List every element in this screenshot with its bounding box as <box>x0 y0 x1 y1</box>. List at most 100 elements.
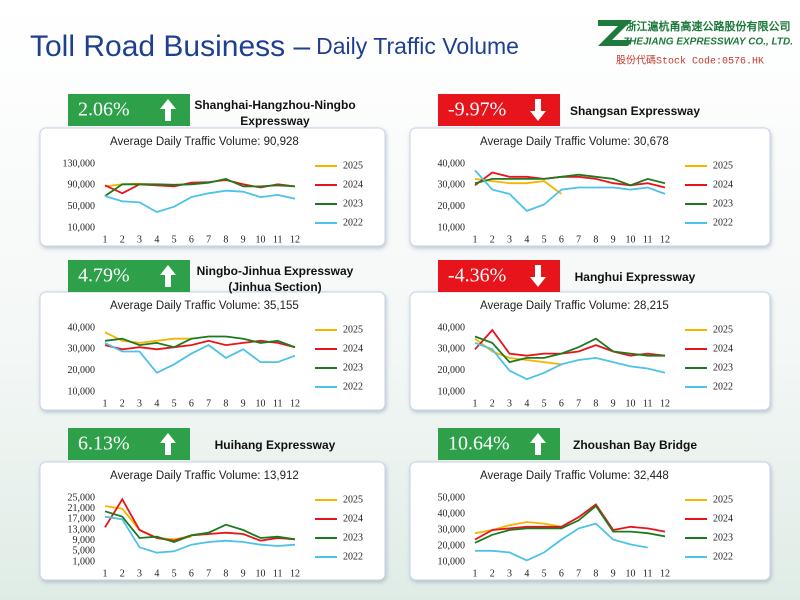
y-tick-label: 10,000 <box>438 386 466 397</box>
x-tick-label: 2 <box>490 234 495 245</box>
y-tick-label: 30,000 <box>438 180 466 191</box>
legend-label: 2024 <box>713 513 733 524</box>
x-tick-label: 9 <box>241 234 246 245</box>
legend-label: 2023 <box>713 532 733 543</box>
legend-label: 2023 <box>343 532 363 543</box>
x-tick-label: 11 <box>273 398 283 409</box>
x-tick-label: 10 <box>255 234 265 245</box>
x-tick-label: 6 <box>559 234 564 245</box>
x-tick-label: 1 <box>103 234 108 245</box>
y-tick-label: 9,000 <box>73 535 96 546</box>
road-name: Shanghai-Hangzhou-Ningbo <box>194 98 355 112</box>
road-name: Zhoushan Bay Bridge <box>573 438 697 452</box>
legend-label: 2024 <box>343 513 363 524</box>
legend-label: 2022 <box>343 217 363 228</box>
panel-box <box>39 461 386 581</box>
chart-subtitle: Average Daily Traffic Volume: 30,678 <box>480 136 669 148</box>
x-tick-label: 7 <box>206 568 211 579</box>
legend-label: 2023 <box>713 362 733 373</box>
x-tick-label: 9 <box>241 568 246 579</box>
y-tick-label: 10,000 <box>438 222 466 233</box>
y-tick-label: 20,000 <box>68 365 96 376</box>
x-tick-label: 12 <box>290 234 300 245</box>
y-tick-label: 50,000 <box>438 492 466 503</box>
x-tick-label: 12 <box>660 234 670 245</box>
change-label: 2.06% <box>78 99 130 121</box>
chart-panel: 2.06% Shanghai-Hangzhou-Ningbo Expressway A… <box>39 94 386 247</box>
legend-label: 2024 <box>713 179 733 190</box>
chart-panel: 6.13% Huihang Expressway Average Daily Tra… <box>39 428 386 581</box>
x-tick-label: 5 <box>542 398 547 409</box>
x-tick-label: 1 <box>103 568 108 579</box>
x-tick-label: 5 <box>542 234 547 245</box>
x-tick-label: 8 <box>593 398 598 409</box>
stock-code: 股份代碼Stock Code:0576.HK <box>616 55 764 68</box>
series-line <box>474 342 666 381</box>
trend-arrow <box>160 99 176 121</box>
x-tick-label: 4 <box>524 568 529 579</box>
x-tick-label: 9 <box>611 234 616 245</box>
chart-subtitle: Average Daily Traffic Volume: 90,928 <box>110 136 299 148</box>
x-tick-label: 1 <box>473 234 478 245</box>
x-tick-label: 5 <box>542 568 547 579</box>
road-name: Hanghui Expressway <box>575 270 696 284</box>
legend-label: 2025 <box>343 324 363 335</box>
y-tick-label: 10,000 <box>68 386 96 397</box>
x-tick-label: 3 <box>137 234 142 245</box>
x-tick-label: 4 <box>524 234 529 245</box>
x-tick-label: 11 <box>643 234 653 245</box>
x-tick-label: 11 <box>643 398 653 409</box>
x-tick-label: 5 <box>172 234 177 245</box>
title-sub: Daily Traffic Volume <box>316 33 519 59</box>
x-tick-label: 2 <box>120 398 125 409</box>
x-tick-label: 10 <box>255 568 265 579</box>
x-tick-label: 2 <box>120 234 125 245</box>
x-tick-label: 6 <box>559 398 564 409</box>
x-tick-label: 7 <box>576 234 581 245</box>
x-tick-label: 2 <box>120 568 125 579</box>
series-line <box>104 342 296 374</box>
x-tick-label: 5 <box>172 398 177 409</box>
legend-label: 2025 <box>343 160 363 171</box>
y-tick-label: 20,000 <box>438 540 466 551</box>
legend-label: 2022 <box>343 551 363 562</box>
series-line <box>104 510 296 543</box>
company-cn: 浙江滬杭甬高速公路股份有限公司 <box>626 19 791 33</box>
x-tick-label: 4 <box>524 398 529 409</box>
x-tick-label: 10 <box>255 398 265 409</box>
x-tick-label: 6 <box>189 568 194 579</box>
change-label: -4.36% <box>448 265 506 287</box>
x-tick-label: 5 <box>172 568 177 579</box>
y-tick-label: 40,000 <box>438 158 466 169</box>
trend-arrow <box>530 99 546 121</box>
x-tick-label: 6 <box>189 234 194 245</box>
y-tick-label: 30,000 <box>438 344 466 355</box>
y-tick-label: 25,000 <box>68 492 96 503</box>
x-tick-label: 6 <box>559 568 564 579</box>
legend-label: 2022 <box>713 381 733 392</box>
x-tick-label: 2 <box>490 398 495 409</box>
y-tick-label: 13,000 <box>68 524 96 535</box>
trend-arrow <box>160 433 176 455</box>
road-name: Shangsan Expressway <box>570 104 700 118</box>
slide-title: Toll Road Business – Daily Traffic Volume <box>30 30 519 63</box>
x-tick-label: 7 <box>206 398 211 409</box>
legend-label: 2025 <box>713 324 733 335</box>
chart-subtitle: Average Daily Traffic Volume: 13,912 <box>110 470 299 482</box>
panel-box <box>409 461 771 581</box>
x-tick-label: 11 <box>273 234 283 245</box>
chart-subtitle: Average Daily Traffic Volume: 28,215 <box>480 300 669 312</box>
series-line <box>475 522 648 562</box>
x-tick-label: 10 <box>625 568 635 579</box>
x-tick-label: 9 <box>611 568 616 579</box>
y-tick-label: 50,000 <box>68 201 96 212</box>
series-line <box>104 339 296 351</box>
y-tick-label: 30,000 <box>438 524 466 535</box>
panel-box <box>409 291 771 411</box>
x-tick-label: 8 <box>223 398 228 409</box>
logo: 浙江滬杭甬高速公路股份有限公司 ZHEJIANG EXPRESSWAY CO.,… <box>598 19 793 68</box>
y-tick-label: 40,000 <box>68 322 96 333</box>
legend-label: 2024 <box>343 343 363 354</box>
legend-label: 2022 <box>713 551 733 562</box>
